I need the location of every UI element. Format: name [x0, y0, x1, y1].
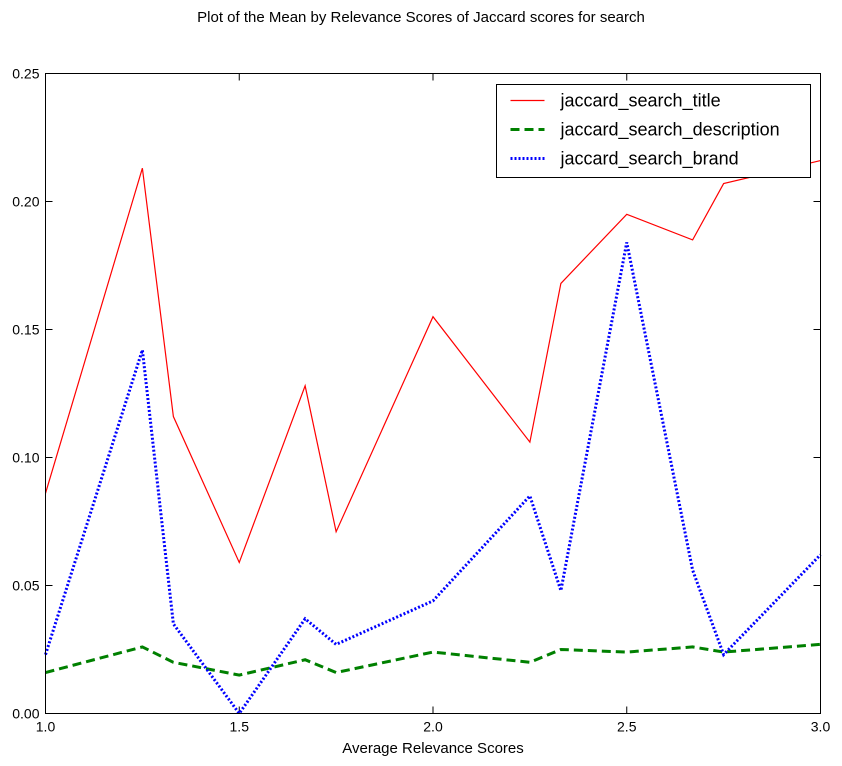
axis-ticks: 1.0 1.5 2.0 2.5 3.0 0.00 0.05 0.10 0.15 0.20 0.25 — [12, 66, 830, 735]
y-tick-label: 0.00 — [12, 706, 39, 722]
y-tick-label: 0.05 — [12, 578, 39, 594]
legend-label: jaccard_search_description — [560, 120, 780, 141]
x-tick-label: 3.0 — [811, 719, 831, 735]
legend-label: jaccard_search_title — [560, 91, 721, 112]
x-tick-label: 1.0 — [36, 719, 56, 735]
x-tick-label: 2.0 — [423, 719, 443, 735]
y-tick-label: 0.10 — [12, 450, 39, 466]
legend-box — [496, 84, 811, 178]
y-tick-label: 0.20 — [12, 194, 39, 210]
series-line-jaccard_search_brand — [44, 242, 822, 717]
x-tick-label: 2.5 — [617, 719, 637, 735]
y-tick-label: 0.25 — [12, 66, 39, 82]
x-axis-label: Average Relevance Scores — [342, 740, 524, 757]
x-tick-label: 1.5 — [230, 719, 250, 735]
series-line-jaccard_search_description — [45, 642, 821, 677]
chart-title: Plot of the Mean by Relevance Scores of … — [197, 9, 645, 26]
series-layer — [44, 159, 822, 717]
axes-frame — [45, 73, 821, 714]
legend-label: jaccard_search_brand — [560, 149, 739, 170]
y-tick-label: 0.15 — [12, 322, 39, 338]
series-line-jaccard_search_title — [44, 159, 821, 565]
legend: jaccard_search_title jaccard_search_descr… — [496, 84, 811, 178]
